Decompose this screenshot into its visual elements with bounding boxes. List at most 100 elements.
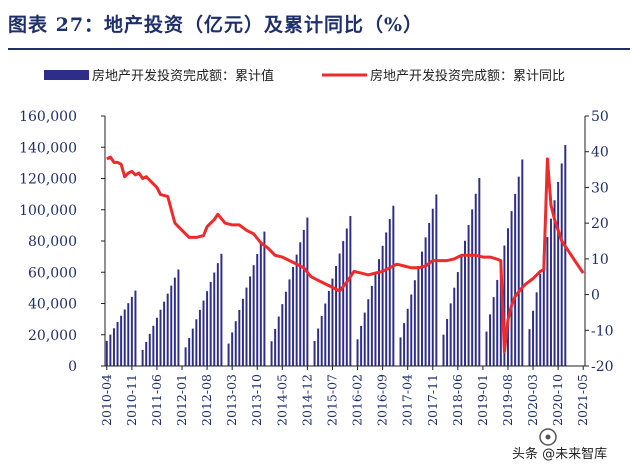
x-tick-label: 2011-06: [149, 374, 164, 426]
bar: [564, 145, 567, 366]
bar: [374, 272, 377, 366]
bar: [549, 218, 552, 366]
bar: [191, 328, 194, 366]
bar: [256, 254, 259, 366]
title-rule: [8, 48, 630, 50]
bar: [510, 211, 513, 366]
bar: [173, 277, 176, 366]
bar: [535, 292, 538, 366]
bar: [281, 304, 284, 366]
x-tick-label: 2017-04: [400, 374, 415, 426]
bar: [155, 317, 158, 366]
x-tick-label: 2019-01: [475, 374, 490, 426]
bar: [381, 245, 384, 366]
bar: [349, 216, 352, 366]
bar: [317, 328, 320, 366]
bar: [489, 314, 492, 366]
right-tick-label: 0: [591, 288, 600, 304]
bar: [198, 309, 201, 366]
bar: [195, 319, 198, 366]
bar: [170, 285, 173, 366]
left-tick-label: 20,000: [28, 328, 77, 344]
bar: [342, 241, 345, 366]
bar: [284, 291, 287, 366]
bar: [431, 208, 434, 366]
bar: [521, 159, 524, 366]
bar: [360, 325, 363, 366]
x-tick-label: 2021-05: [575, 374, 590, 426]
bar: [231, 332, 234, 366]
left-tick-label: 60,000: [28, 265, 77, 281]
bar: [560, 163, 563, 366]
bar: [557, 181, 560, 366]
x-tick-label: 2016-09: [375, 374, 390, 426]
x-tick-label: 2013-03: [224, 374, 239, 426]
bar: [206, 291, 209, 366]
bar: [306, 217, 309, 366]
legend-line-label: 房地产开发投资完成额：累计同比: [370, 68, 565, 84]
bar: [134, 290, 137, 366]
bar: [252, 265, 255, 366]
left-tick-label: 140,000: [19, 140, 77, 156]
bar: [399, 337, 402, 366]
bar: [421, 251, 423, 366]
bar: [345, 228, 348, 366]
bar: [507, 228, 509, 366]
bar: [220, 253, 223, 366]
bar: [202, 300, 205, 366]
left-tick-label: 0: [68, 359, 77, 375]
bar: [292, 267, 295, 366]
x-tick-label: 2018-06: [450, 374, 465, 426]
bar: [148, 333, 151, 366]
bar: [120, 315, 123, 366]
bar: [553, 200, 556, 366]
bar: [209, 281, 212, 366]
bar: [428, 223, 431, 366]
bar: [532, 310, 535, 366]
bar: [370, 285, 373, 366]
bar: [245, 287, 248, 366]
bar: [145, 341, 148, 366]
watermark-logo-dot: [545, 434, 551, 440]
bar: [184, 347, 187, 366]
right-tick-label: 50: [591, 109, 609, 125]
bar: [460, 256, 463, 366]
bar: [299, 242, 302, 366]
left-tick-label: 120,000: [19, 172, 77, 188]
bar: [238, 310, 241, 366]
bar: [356, 339, 359, 366]
bar: [517, 176, 520, 366]
bar: [123, 309, 126, 366]
bar: [539, 273, 542, 366]
bar: [152, 325, 155, 366]
axes: 0 20,000 40,000 60,000 80,000 100,000 120,000 1…: [19, 109, 613, 426]
bar: [406, 308, 409, 366]
bar: [435, 194, 438, 366]
bar: [234, 321, 237, 366]
x-tick-label: 2016-02: [350, 374, 365, 426]
bar: [417, 265, 420, 366]
bar: [446, 319, 449, 366]
bar: [474, 193, 477, 366]
bar: [385, 232, 388, 366]
left-tick-label: 100,000: [19, 203, 77, 219]
bar: [249, 276, 252, 366]
x-tick-label: 2019-08: [500, 374, 515, 426]
bar: [338, 253, 341, 366]
bar-series: [105, 145, 567, 366]
bar: [116, 322, 119, 366]
bar: [241, 298, 244, 366]
x-tick-label: 2012-08: [199, 374, 214, 426]
bar: [410, 294, 413, 366]
bar: [467, 225, 470, 366]
bar: [109, 334, 112, 366]
legend-bar-swatch: [44, 70, 89, 80]
bar: [478, 178, 481, 366]
bar: [485, 331, 488, 366]
bar: [378, 259, 381, 366]
bar: [514, 193, 517, 366]
bar: [270, 341, 273, 366]
right-tick-label: 40: [591, 145, 609, 161]
bar: [227, 343, 230, 366]
right-tick-label: -20: [591, 359, 614, 375]
